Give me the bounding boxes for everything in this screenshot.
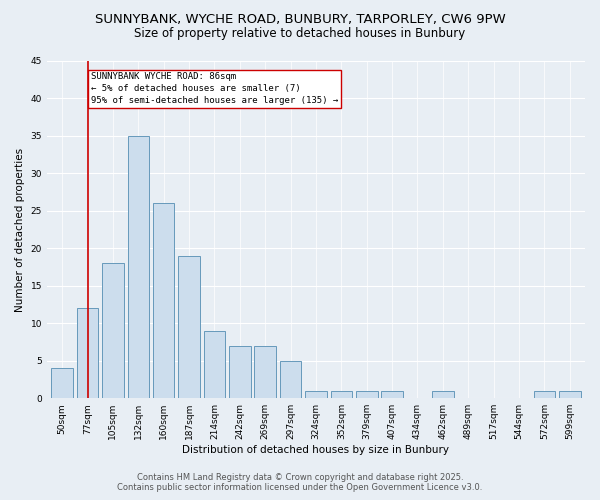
Bar (356, 390, 377, 398)
Text: Size of property relative to detached houses in Bunbury: Size of property relative to detached ho… (134, 28, 466, 40)
Bar (382, 390, 403, 398)
Bar (280, 360, 301, 398)
Bar (331, 390, 352, 398)
Bar (432, 390, 454, 398)
Text: Contains HM Land Registry data © Crown copyright and database right 2025.
Contai: Contains HM Land Registry data © Crown c… (118, 473, 482, 492)
Bar (77, 308, 98, 398)
Y-axis label: Number of detached properties: Number of detached properties (15, 148, 25, 312)
Bar (128, 136, 149, 398)
Bar (254, 346, 276, 398)
Bar (52, 368, 73, 398)
Bar (153, 204, 175, 398)
Bar (305, 390, 327, 398)
Text: SUNNYBANK WYCHE ROAD: 86sqm
← 5% of detached houses are smaller (7)
95% of semi-: SUNNYBANK WYCHE ROAD: 86sqm ← 5% of deta… (91, 72, 338, 105)
Bar (559, 390, 581, 398)
Bar (102, 264, 124, 398)
X-axis label: Distribution of detached houses by size in Bunbury: Distribution of detached houses by size … (182, 445, 449, 455)
Text: SUNNYBANK, WYCHE ROAD, BUNBURY, TARPORLEY, CW6 9PW: SUNNYBANK, WYCHE ROAD, BUNBURY, TARPORLE… (95, 12, 505, 26)
Bar (178, 256, 200, 398)
Bar (203, 331, 225, 398)
Bar (533, 390, 555, 398)
Bar (229, 346, 251, 398)
